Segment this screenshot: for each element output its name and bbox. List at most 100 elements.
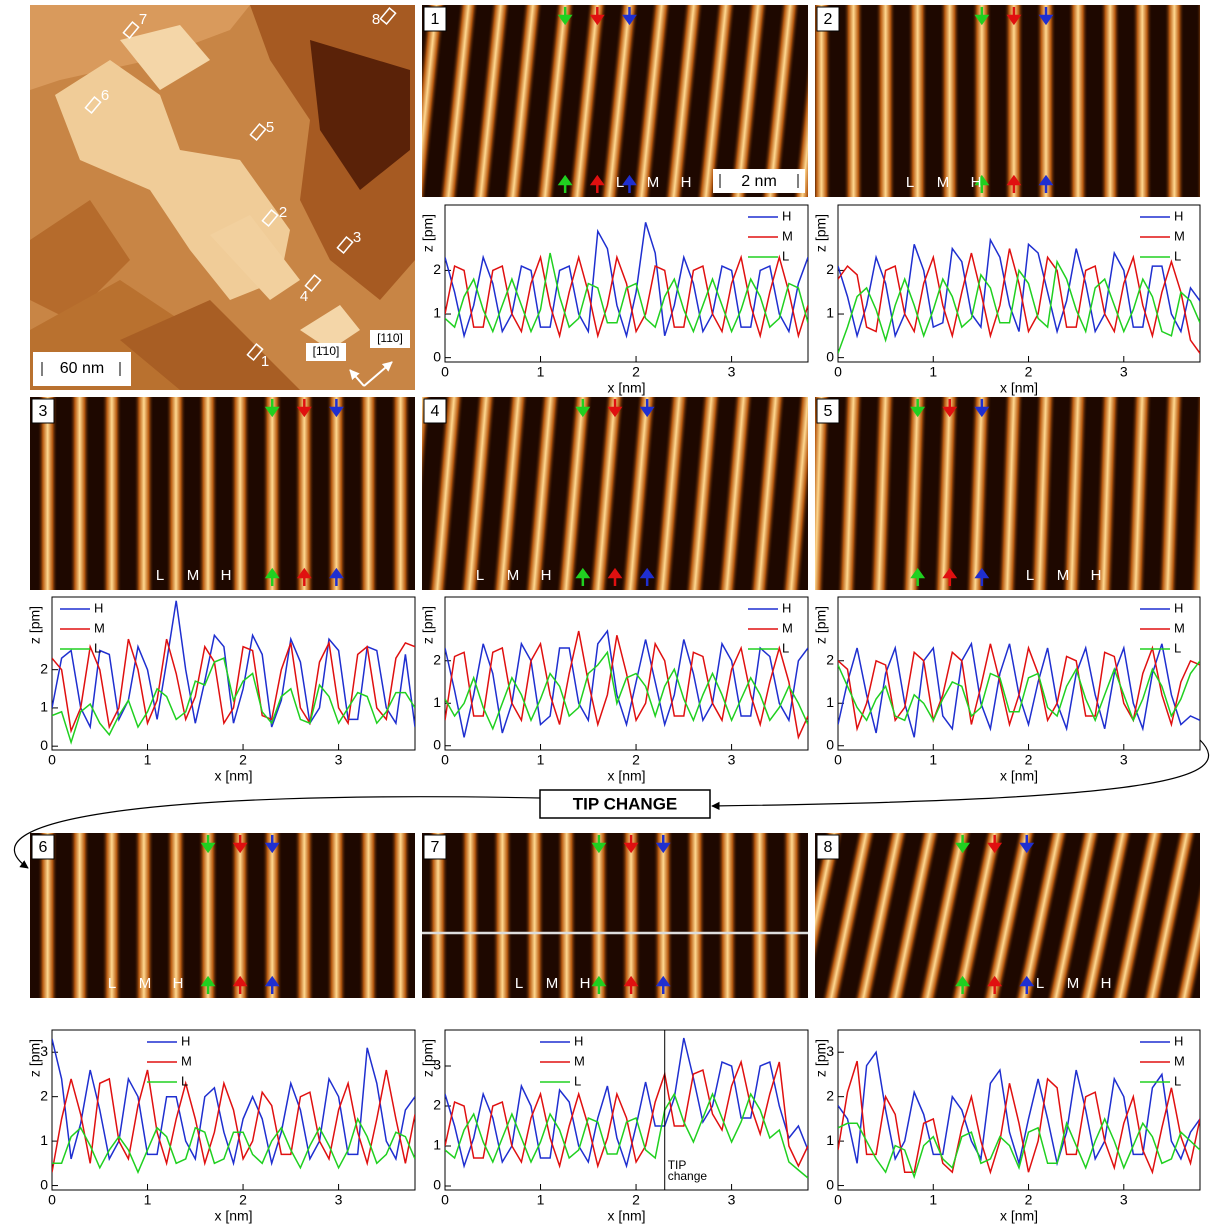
y-tick-label: 2 bbox=[433, 1097, 441, 1113]
site-label: 3 bbox=[353, 229, 361, 246]
stripes bbox=[0, 833, 474, 998]
stripe-label: H bbox=[1101, 975, 1112, 992]
panel-number: 4 bbox=[431, 403, 440, 420]
stripe bbox=[263, 833, 282, 998]
y-tick-label: 0 bbox=[433, 348, 441, 364]
stripe bbox=[1207, 833, 1225, 998]
direction-label: [110] bbox=[377, 331, 403, 345]
stripe bbox=[844, 5, 863, 197]
legend-label: M bbox=[574, 1053, 585, 1068]
stripe bbox=[557, 833, 576, 998]
plot-frame bbox=[52, 597, 415, 750]
stripe bbox=[940, 5, 959, 197]
stm-image bbox=[0, 833, 474, 998]
stripe-label: H bbox=[580, 975, 591, 992]
site-label: 4 bbox=[300, 288, 308, 305]
y-axis-label: z [pm] bbox=[420, 214, 436, 252]
stripe bbox=[198, 833, 217, 998]
legend-label: H bbox=[574, 1033, 583, 1048]
stripe-label: M bbox=[507, 567, 520, 584]
panel-number: 3 bbox=[39, 403, 48, 420]
legend-label: M bbox=[782, 620, 793, 635]
legend-label: M bbox=[1174, 228, 1185, 243]
x-axis-label: x [nm] bbox=[214, 1208, 252, 1224]
stripe-label: M bbox=[647, 174, 660, 191]
stripe bbox=[359, 833, 378, 998]
y-tick-label: 0 bbox=[826, 736, 834, 752]
stripe bbox=[134, 397, 153, 590]
legend-label: H bbox=[181, 1033, 190, 1048]
y-tick-label: 2 bbox=[433, 261, 441, 277]
annotation-label: change bbox=[668, 1169, 708, 1183]
stm-image bbox=[741, 397, 1225, 590]
stripe bbox=[391, 397, 410, 590]
stripe-label: L bbox=[108, 975, 116, 992]
x-tick-label: 3 bbox=[728, 364, 736, 380]
x-axis-label: x [nm] bbox=[607, 1208, 645, 1224]
stm-image bbox=[342, 5, 864, 197]
stripe-label: L bbox=[1036, 975, 1044, 992]
stripe bbox=[972, 5, 991, 197]
legend-label: L bbox=[181, 1073, 188, 1088]
stripe bbox=[1197, 5, 1216, 197]
x-tick-label: 0 bbox=[834, 364, 842, 380]
x-tick-label: 1 bbox=[537, 1192, 545, 1208]
y-axis-label: z [pm] bbox=[813, 214, 829, 252]
x-tick-label: 2 bbox=[239, 752, 247, 768]
stripe bbox=[231, 397, 250, 590]
legend-label: M bbox=[782, 228, 793, 243]
x-tick-label: 3 bbox=[335, 752, 343, 768]
stripe bbox=[263, 397, 282, 590]
stripe-label: H bbox=[221, 567, 232, 584]
stripe bbox=[198, 397, 217, 590]
legend-label: H bbox=[94, 600, 103, 615]
x-tick-label: 0 bbox=[441, 1192, 449, 1208]
stripe bbox=[166, 833, 185, 998]
stripe bbox=[327, 833, 346, 998]
stripe bbox=[70, 397, 89, 590]
page: {"overview": {"scale_bar": "60 nm", "dir… bbox=[0, 0, 1225, 1226]
y-axis-label: z [pm] bbox=[813, 1039, 829, 1077]
stm-image bbox=[0, 397, 474, 590]
y-tick-label: 2 bbox=[40, 1087, 48, 1103]
plot-frame bbox=[838, 597, 1200, 750]
stripe-label: L bbox=[616, 174, 624, 191]
stripe bbox=[621, 833, 640, 998]
tip-change-label: TIP CHANGE bbox=[573, 794, 678, 813]
stripe bbox=[295, 397, 314, 590]
y-tick-label: 1 bbox=[433, 1137, 441, 1153]
stripe bbox=[1133, 5, 1152, 197]
stripe bbox=[1101, 5, 1120, 197]
stripes bbox=[0, 397, 474, 590]
panel-number: 1 bbox=[431, 11, 440, 28]
stripe bbox=[231, 833, 250, 998]
panel-number: 8 bbox=[824, 839, 833, 856]
stripe bbox=[134, 833, 153, 998]
stripe-label: L bbox=[515, 975, 523, 992]
y-tick-label: 1 bbox=[433, 305, 441, 321]
x-tick-label: 1 bbox=[929, 364, 937, 380]
legend-label: M bbox=[181, 1053, 192, 1068]
stripe-label: M bbox=[187, 567, 200, 584]
x-tick-label: 0 bbox=[834, 1192, 842, 1208]
stripe bbox=[102, 833, 121, 998]
x-tick-label: 3 bbox=[1120, 364, 1128, 380]
legend-label: L bbox=[1174, 640, 1181, 655]
direction-label: [1̄10] bbox=[313, 344, 340, 358]
x-axis-label: x [nm] bbox=[1000, 1208, 1038, 1224]
y-tick-label: 1 bbox=[826, 694, 834, 710]
y-tick-label: 0 bbox=[40, 737, 48, 753]
y-tick-label: 0 bbox=[826, 348, 834, 364]
legend-label: H bbox=[1174, 208, 1183, 223]
stripe bbox=[1004, 5, 1023, 197]
y-tick-label: 0 bbox=[40, 1176, 48, 1192]
legend-label: L bbox=[94, 640, 101, 655]
y-tick-label: 2 bbox=[433, 651, 441, 667]
x-tick-label: 2 bbox=[1025, 752, 1033, 768]
y-tick-label: 1 bbox=[433, 694, 441, 710]
scale-bar-label: 2 nm bbox=[741, 173, 777, 190]
x-axis-label: x [nm] bbox=[1000, 380, 1038, 396]
stripe bbox=[38, 397, 57, 590]
x-tick-label: 2 bbox=[1025, 364, 1033, 380]
y-axis-label: z [pm] bbox=[420, 606, 436, 644]
